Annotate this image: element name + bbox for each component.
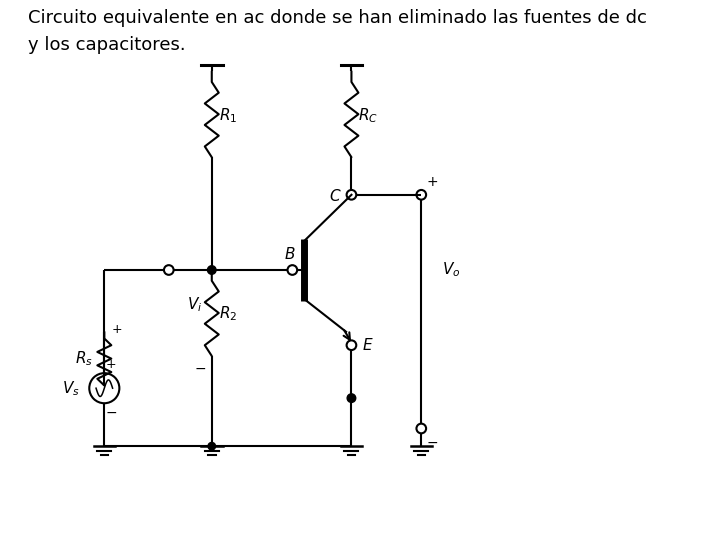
Text: $-$: $-$ bbox=[426, 434, 438, 448]
Text: $+$: $+$ bbox=[110, 322, 122, 335]
Text: $R_2$: $R_2$ bbox=[219, 305, 237, 323]
Circle shape bbox=[207, 266, 216, 274]
Text: $+$: $+$ bbox=[426, 175, 438, 189]
Text: $R_s$: $R_s$ bbox=[75, 349, 93, 368]
Text: $C$: $C$ bbox=[329, 188, 341, 205]
Text: $R_1$: $R_1$ bbox=[219, 106, 237, 125]
Text: Circuito equivalente en ac donde se han eliminado las fuentes de dc: Circuito equivalente en ac donde se han … bbox=[28, 9, 647, 28]
Text: y los capacitores.: y los capacitores. bbox=[28, 36, 186, 55]
Text: $-$: $-$ bbox=[194, 361, 206, 375]
Text: $V_i$: $V_i$ bbox=[187, 295, 202, 314]
Text: $R_C$: $R_C$ bbox=[358, 106, 377, 125]
Text: $V_o$: $V_o$ bbox=[441, 261, 460, 279]
Text: $V_s$: $V_s$ bbox=[62, 379, 80, 397]
Text: $E$: $E$ bbox=[361, 337, 374, 353]
Circle shape bbox=[208, 442, 215, 450]
Text: $-$: $-$ bbox=[104, 405, 117, 419]
Text: $+$: $+$ bbox=[105, 358, 117, 371]
Text: $B$: $B$ bbox=[284, 246, 295, 262]
Circle shape bbox=[347, 394, 356, 402]
